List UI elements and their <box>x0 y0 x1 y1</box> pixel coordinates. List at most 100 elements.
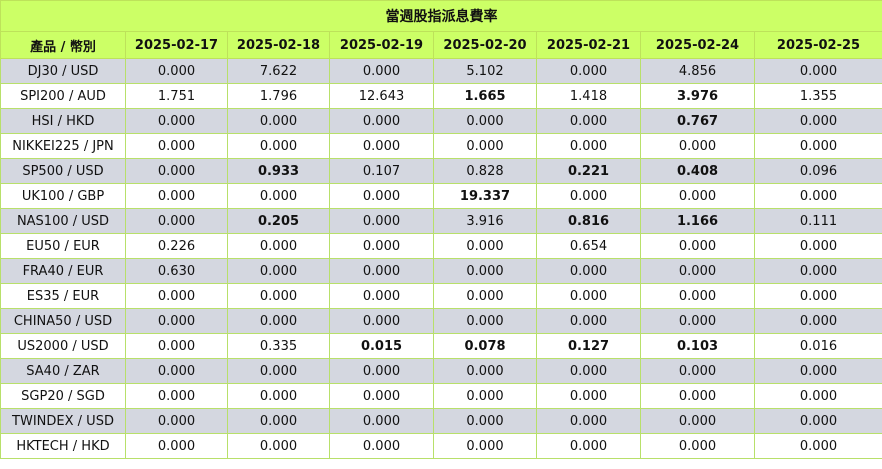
header-product: 產品 / 幣別 <box>0 31 126 59</box>
rate-cell: 0.408 <box>640 158 755 184</box>
rate-cell: 0.000 <box>227 408 330 434</box>
dividend-rate-table: 當週股指派息費率 產品 / 幣別 2025-02-17 2025-02-18 2… <box>0 0 882 459</box>
rate-cell: 0.096 <box>754 158 882 184</box>
rate-cell: 0.000 <box>329 208 434 234</box>
rate-cell: 0.000 <box>125 408 228 434</box>
product-cell: CHINA50 / USD <box>0 308 126 334</box>
rate-cell: 1.796 <box>227 83 330 109</box>
rate-cell: 0.000 <box>536 58 641 84</box>
rate-cell: 0.000 <box>329 233 434 259</box>
rate-cell: 0.000 <box>125 333 228 359</box>
product-cell: EU50 / EUR <box>0 233 126 259</box>
table-row: HKTECH / HKD 0.000 0.000 0.000 0.000 0.000 0.0… <box>0 433 882 459</box>
rate-cell: 0.000 <box>754 108 882 134</box>
table-row: NAS100 / USD 0.000 0.205 0.000 3.916 0.816 1.1… <box>0 208 882 234</box>
rate-cell: 0.000 <box>433 283 537 309</box>
rate-cell: 0.000 <box>329 383 434 409</box>
rate-cell: 0.000 <box>754 383 882 409</box>
rate-cell: 0.000 <box>125 433 228 459</box>
rate-cell: 0.335 <box>227 333 330 359</box>
table-row: CHINA50 / USD 0.000 0.000 0.000 0.000 0.000 0.… <box>0 308 882 334</box>
product-cell: ES35 / EUR <box>0 283 126 309</box>
rate-cell: 1.751 <box>125 83 228 109</box>
rate-cell: 0.000 <box>433 383 537 409</box>
rate-cell: 0.000 <box>125 58 228 84</box>
rate-cell: 0.828 <box>433 158 537 184</box>
rate-cell: 0.000 <box>754 433 882 459</box>
table-row: SPI200 / AUD 1.751 1.796 12.643 1.665 1.418 3.… <box>0 83 882 109</box>
rate-cell: 0.000 <box>227 183 330 209</box>
rate-cell: 0.000 <box>640 308 755 334</box>
product-cell: SGP20 / SGD <box>0 383 126 409</box>
rate-cell: 0.000 <box>227 283 330 309</box>
rate-cell: 3.916 <box>433 208 537 234</box>
table-row: SGP20 / SGD 0.000 0.000 0.000 0.000 0.000 0.00… <box>0 383 882 409</box>
header-date: 2025-02-18 <box>227 31 330 59</box>
rate-cell: 0.000 <box>754 308 882 334</box>
rate-cell: 0.000 <box>125 383 228 409</box>
rate-cell: 0.000 <box>329 58 434 84</box>
rate-cell: 0.000 <box>536 408 641 434</box>
header-date: 2025-02-24 <box>640 31 755 59</box>
rate-cell: 3.976 <box>640 83 755 109</box>
product-cell: TWINDEX / USD <box>0 408 126 434</box>
rate-cell: 0.000 <box>754 408 882 434</box>
rate-cell: 0.000 <box>125 308 228 334</box>
table-row: ES35 / EUR 0.000 0.000 0.000 0.000 0.000 0.000… <box>0 283 882 309</box>
rate-cell: 0.000 <box>536 358 641 384</box>
rate-cell: 0.000 <box>640 283 755 309</box>
header-date: 2025-02-20 <box>433 31 537 59</box>
rate-cell: 0.000 <box>227 133 330 159</box>
rate-cell: 0.816 <box>536 208 641 234</box>
rate-cell: 0.000 <box>329 183 434 209</box>
rate-cell: 0.000 <box>536 383 641 409</box>
table-row: HSI / HKD 0.000 0.000 0.000 0.000 0.000 0.767 0… <box>0 108 882 134</box>
rate-cell: 0.015 <box>329 333 434 359</box>
rate-cell: 0.000 <box>227 358 330 384</box>
rate-cell: 0.000 <box>754 58 882 84</box>
header-date: 2025-02-25 <box>754 31 882 59</box>
rate-cell: 0.226 <box>125 233 228 259</box>
rate-cell: 0.000 <box>536 108 641 134</box>
rate-cell: 0.000 <box>536 308 641 334</box>
product-cell: UK100 / GBP <box>0 183 126 209</box>
product-cell: HKTECH / HKD <box>0 433 126 459</box>
rate-cell: 0.933 <box>227 158 330 184</box>
rate-cell: 0.654 <box>536 233 641 259</box>
rate-cell: 0.000 <box>433 308 537 334</box>
rate-cell: 0.000 <box>640 358 755 384</box>
table-row: TWINDEX / USD 0.000 0.000 0.000 0.000 0.000 0.… <box>0 408 882 434</box>
rate-cell: 0.103 <box>640 333 755 359</box>
rate-cell: 0.000 <box>754 233 882 259</box>
rate-cell: 0.000 <box>227 308 330 334</box>
table-title: 當週股指派息費率 <box>0 0 882 32</box>
rate-cell: 0.000 <box>640 383 755 409</box>
rate-cell: 0.000 <box>754 183 882 209</box>
rate-cell: 0.000 <box>125 283 228 309</box>
rate-cell: 0.000 <box>754 133 882 159</box>
header-row: 產品 / 幣別 2025-02-17 2025-02-18 2025-02-19… <box>0 31 882 59</box>
rate-cell: 19.337 <box>433 183 537 209</box>
product-cell: US2000 / USD <box>0 333 126 359</box>
table-row: SA40 / ZAR 0.000 0.000 0.000 0.000 0.000 0.000… <box>0 358 882 384</box>
rate-cell: 0.000 <box>433 408 537 434</box>
rate-cell: 0.000 <box>640 433 755 459</box>
rate-cell: 0.000 <box>227 108 330 134</box>
rate-cell: 0.000 <box>227 258 330 284</box>
rate-cell: 0.000 <box>433 108 537 134</box>
product-cell: DJ30 / USD <box>0 58 126 84</box>
rate-cell: 0.000 <box>433 233 537 259</box>
rate-cell: 0.000 <box>227 383 330 409</box>
rate-cell: 0.000 <box>640 133 755 159</box>
product-cell: SA40 / ZAR <box>0 358 126 384</box>
rate-cell: 0.000 <box>329 408 434 434</box>
table-row: EU50 / EUR 0.226 0.000 0.000 0.000 0.654 0.000… <box>0 233 882 259</box>
table-row: FRA40 / EUR 0.630 0.000 0.000 0.000 0.000 0.00… <box>0 258 882 284</box>
rate-cell: 0.000 <box>754 283 882 309</box>
product-cell: HSI / HKD <box>0 108 126 134</box>
rate-cell: 1.665 <box>433 83 537 109</box>
rate-cell: 0.000 <box>125 108 228 134</box>
rate-cell: 0.000 <box>536 258 641 284</box>
rate-cell: 0.000 <box>536 433 641 459</box>
product-cell: SP500 / USD <box>0 158 126 184</box>
